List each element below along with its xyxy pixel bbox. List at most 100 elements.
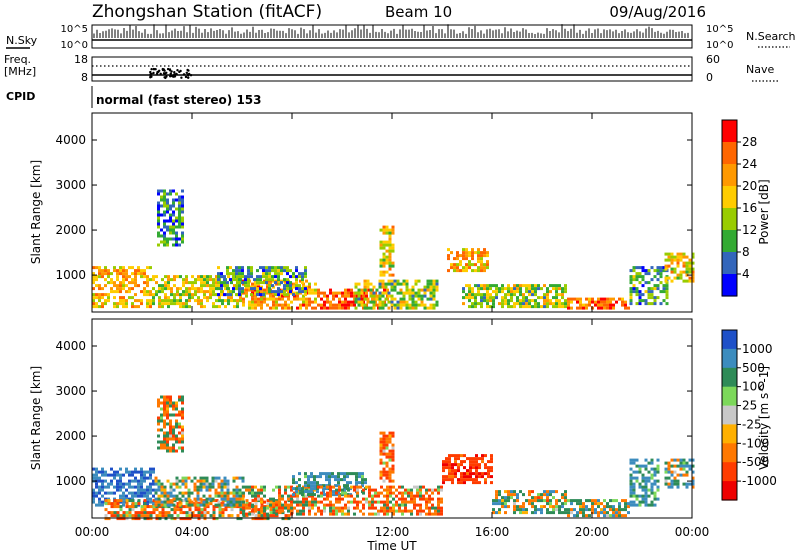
power-cell [357, 297, 361, 301]
velocity-cell [632, 488, 636, 492]
velocity-cell [113, 511, 117, 515]
velocity-cell [170, 514, 174, 518]
velocity-cell [537, 493, 540, 497]
power-cell [432, 294, 436, 298]
velocity-cell [149, 497, 152, 501]
velocity-cell [203, 517, 207, 521]
power-cell [459, 254, 462, 258]
power-cell [314, 291, 317, 295]
x-tick-label: 12:00 [375, 525, 410, 539]
velocity-cell [463, 472, 466, 476]
power-cell [92, 272, 95, 276]
power-cell [166, 237, 169, 241]
velocity-cell [104, 491, 107, 495]
power-cell [298, 287, 301, 291]
power-cell [163, 210, 166, 214]
velocity-cell [140, 488, 143, 492]
velocity-cell [128, 491, 131, 495]
velocity-cell [457, 481, 460, 485]
nave-dot [173, 73, 176, 76]
velocity-cell [163, 503, 167, 507]
velocity-cell [194, 514, 198, 518]
power-cell [354, 282, 358, 286]
power-cell [665, 296, 669, 300]
velocity-cell [157, 428, 160, 432]
power-cell [178, 201, 181, 205]
velocity-cell [501, 499, 504, 503]
velocity-cell [217, 500, 221, 504]
velocity-cell [166, 491, 170, 495]
velocity-cell [534, 505, 537, 509]
velocity-cell [552, 508, 555, 512]
velocity-cell [359, 509, 362, 513]
power-cell [429, 294, 433, 298]
power-cell [564, 302, 567, 306]
power-cell [555, 299, 558, 303]
power-cell [305, 303, 308, 307]
velocity-cell [498, 499, 501, 503]
velocity-cell [193, 482, 197, 486]
power-cell [450, 263, 453, 267]
velocity-cell [157, 494, 161, 498]
power-cell [194, 287, 197, 291]
velocity-cell [344, 512, 347, 516]
power-cell [253, 287, 256, 291]
velocity-cell [299, 512, 302, 516]
power-cell [644, 269, 648, 273]
power-cell [388, 267, 392, 271]
velocity-cell [140, 479, 143, 483]
power-cell [492, 299, 495, 303]
velocity-cell [404, 506, 407, 510]
velocity-cell [298, 487, 301, 491]
velocity-cell [242, 485, 245, 489]
power-cell [272, 294, 275, 298]
power-cell [302, 303, 305, 307]
velocity-cell [238, 503, 242, 507]
power-cell [163, 189, 166, 193]
power-cell [181, 219, 184, 223]
power-cell [396, 306, 400, 310]
power-cell [579, 300, 582, 304]
cpid-text: normal (fast stereo) 153 [96, 93, 262, 107]
velocity-cell [457, 463, 460, 467]
power-cell [679, 270, 683, 274]
power-cell [432, 288, 436, 292]
velocity-cell [263, 509, 266, 513]
power-cell [632, 266, 636, 270]
velocity-cell [305, 497, 308, 501]
velocity-cell [647, 494, 651, 498]
velocity-cell [391, 446, 395, 450]
power-cell [510, 299, 513, 303]
velocity-cell [98, 491, 101, 495]
velocity-cell [561, 493, 564, 497]
power-cell [178, 219, 181, 223]
power-cell [344, 297, 347, 301]
velocity-cell [501, 496, 504, 500]
colorbar-tick-label: 16 [742, 201, 757, 215]
velocity-cell [116, 488, 119, 492]
velocity-cell [323, 503, 326, 507]
power-cell [513, 305, 516, 309]
power-cell [600, 303, 603, 307]
power-cell [582, 303, 585, 307]
velocity-cell [377, 509, 380, 513]
velocity-cell [379, 449, 383, 453]
velocity-cell [627, 511, 630, 515]
power-cell [161, 284, 164, 288]
velocity-cell [673, 479, 677, 483]
velocity-cell [172, 449, 175, 453]
power-cell [172, 213, 175, 217]
velocity-cell [143, 511, 147, 515]
power-cell [247, 278, 250, 282]
velocity-cell [194, 508, 198, 512]
power-cell [408, 288, 412, 292]
power-cell [465, 284, 468, 288]
power-cell [354, 285, 358, 289]
velocity-cell [235, 497, 239, 501]
nsky-tick-low: 10^0 [61, 40, 88, 51]
power-cell [191, 296, 194, 300]
velocity-cell [266, 512, 269, 516]
velocity-cell [469, 472, 472, 476]
power-cell [155, 281, 158, 285]
power-cell [256, 269, 259, 273]
